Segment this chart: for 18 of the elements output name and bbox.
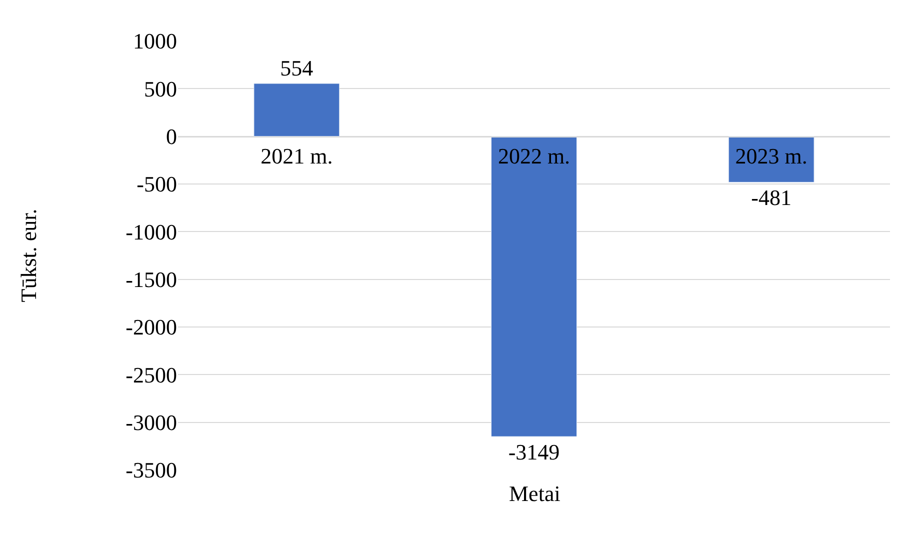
y-tick-label: -2000 bbox=[126, 314, 177, 340]
y-tick-label: -2500 bbox=[126, 362, 177, 388]
y-tick-label: -3500 bbox=[126, 458, 177, 483]
x-axis-title: Metai bbox=[509, 481, 560, 506]
y-tick-label: 0 bbox=[166, 124, 177, 150]
data-label: -481 bbox=[751, 185, 792, 210]
y-tick-label: -3000 bbox=[126, 410, 177, 436]
x-tick-label: 2022 m. bbox=[498, 144, 570, 169]
y-tick-label: -500 bbox=[136, 172, 177, 197]
y-axis-title: Tūkst. eur. bbox=[16, 208, 42, 302]
data-label: -3149 bbox=[508, 440, 560, 465]
y-tick-label: -1000 bbox=[126, 219, 177, 244]
y-tick-label: -1500 bbox=[126, 267, 177, 292]
x-tick-label: 2023 m. bbox=[735, 144, 808, 169]
y-tick-label: 500 bbox=[144, 76, 177, 102]
x-tick-label: 2021 m. bbox=[260, 144, 333, 169]
y-tick-label: 1000 bbox=[133, 28, 177, 54]
data-label: 554 bbox=[280, 56, 314, 81]
